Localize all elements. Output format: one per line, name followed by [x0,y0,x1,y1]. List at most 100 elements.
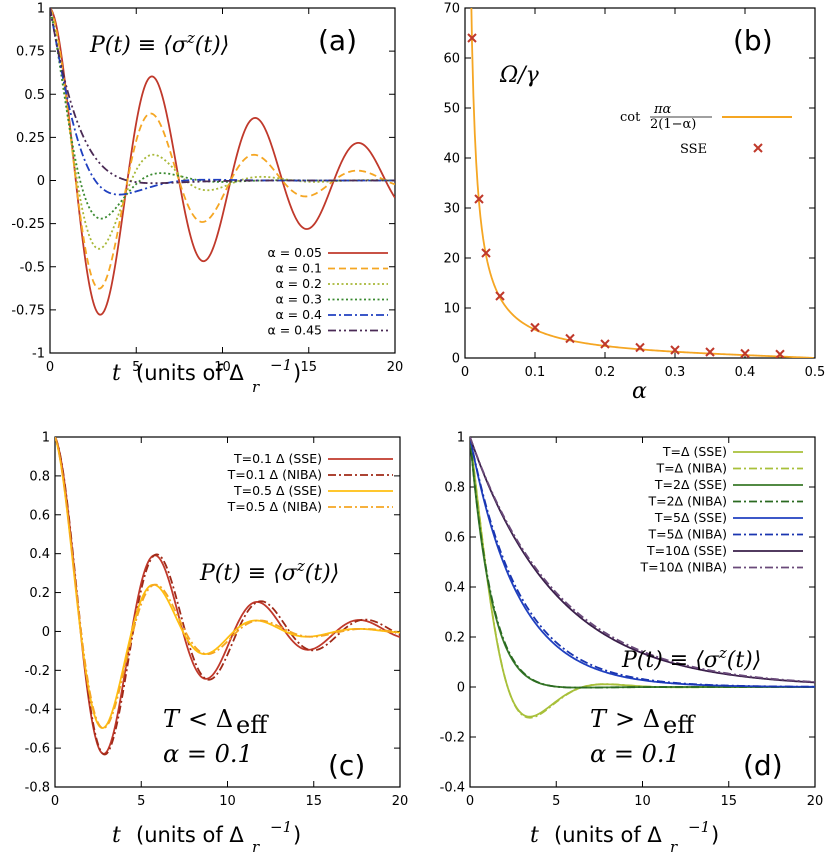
x-tick-label: 0 [461,365,469,380]
panel-b-label: (b) [733,24,773,57]
y-tick-label: 30 [443,202,460,217]
legend-entry: T=5Δ (NIBA) [647,527,803,542]
legend-entry-label: α = 0.1 [275,261,322,276]
panel-a-annotation: P(t) ≡ ⟨σz(t)⟩ [89,29,229,58]
legend-entry: T=Δ (SSE) [662,444,803,459]
panel-b-legend: cot πα 2(1−α) SSE [620,102,792,157]
legend-entry: T=0.5 Δ (NIBA) [227,499,393,514]
y-tick-label: 0.75 [16,45,45,60]
y-tick-label: 0.4 [29,547,50,562]
panel-d-label: (d) [743,749,783,782]
panel-c-xlabel: t (units of Δ −1 r ) [112,818,301,852]
panel-d-xlabel-units: (units of Δ [554,823,662,847]
sse-marker [635,342,645,353]
x-tick-label: 0.5 [805,365,826,380]
panel-a-xlabel-close: ) [293,361,301,385]
legend-entry-label: α = 0.45 [268,323,323,338]
panel-a-xlabel: t (units of Δ −1 r ) [112,356,301,396]
legend-entry: α = 0.05 [268,245,388,260]
panel-c-xlabel-t: t [112,823,121,848]
legend-entry-label: T=Δ (NIBA) [655,461,727,476]
sse-marker [740,348,750,358]
panel-b-legend-cot: cot πα 2(1−α) [620,102,792,132]
panel-a-xlabel-exp: −1 [270,356,292,374]
y-tick-label: -1 [32,347,45,362]
panel-a-xlabel-sub: r [252,378,260,396]
legend-entry-label: T=5Δ (SSE) [654,510,727,525]
legend-entry-label: α = 0.4 [275,307,322,322]
panel-c-T: T [163,705,181,733]
panel-a-curves [50,8,395,316]
x-tick-label: 0 [51,794,59,809]
y-tick-label: 0 [457,681,465,696]
y-tick-label: -0.6 [25,742,50,757]
legend-entry: α = 0.2 [275,276,388,291]
legend-entry: T=0.1 Δ (SSE) [233,451,393,466]
x-tick-label: 5 [132,360,140,375]
panel-d-pt-annotation: P(t) ≡ ⟨σz(t)⟩ [621,644,761,673]
panel-b-frame [464,7,816,359]
y-tick-label: 20 [443,252,460,267]
panel-d: 0 5 10 15 20 -0.4 -0.2 0 0.2 0.4 0.6 0.8 1 T=Δ (SSE)… [440,431,824,852]
legend-entry-label: T=0.1 Δ (NIBA) [227,467,322,482]
panel-d-xlabel: t (units of Δ −1 r ) [530,818,719,852]
x-tick-label: 0.2 [595,365,616,380]
legend-cot-text: cot [620,110,641,125]
y-tick-label: 0.6 [444,531,465,546]
panel-c-frame [54,436,401,788]
y-tick-label: 0 [42,625,50,640]
sse-marker [775,349,785,358]
sse-marker [530,322,540,333]
legend-entry: T=2Δ (SSE) [654,477,803,492]
legend-entry-label: T=Δ (SSE) [662,444,727,459]
y-tick-label: 70 [443,2,460,17]
panel-c-pt-annotation: P(t) ≡ ⟨σz(t)⟩ [199,557,339,586]
y-tick-label: 60 [443,52,460,67]
y-tick-label: 0 [37,174,45,189]
legend-entry-label: α = 0.3 [275,292,322,307]
y-tick-label: -0.4 [440,781,465,796]
legend-entry: T=0.5 Δ (SSE) [233,483,393,498]
panel-d-xlabel-t: t [530,823,539,848]
x-tick-label: 10 [214,360,231,375]
panel-c-label: (c) [328,749,365,782]
panel-b-omega-gamma: Ω/γ [499,63,540,88]
x-tick-label: 10 [219,794,236,809]
panel-d-xlabel-close: ) [711,823,719,847]
panel-d-alpha: α = 0.1 [590,740,680,768]
y-tick-label: 0.8 [29,469,50,484]
sse-marker [705,347,715,357]
x-tick-label: 5 [552,794,560,809]
y-tick-label: -0.2 [25,664,50,679]
legend-entry: T=Δ (NIBA) [655,461,803,476]
x-tick-label: 20 [807,794,824,809]
sse-marker [481,248,491,258]
panel-c-legend: T=0.1 Δ (SSE)T=0.1 Δ (NIBA)T=0.5 Δ (SSE)… [227,451,393,514]
x-tick-label: 20 [387,360,404,375]
panel-b-xlabel: α [632,379,647,404]
panel-d-curves [470,437,815,719]
x-tick-label: 0 [46,360,54,375]
sse-marker [495,291,505,301]
legend-entry: α = 0.1 [275,261,388,276]
x-tick-label: 15 [300,360,317,375]
series-line-4 [55,437,400,730]
legend-entry-label: T=0.5 Δ (SSE) [233,483,322,498]
panel-d-T: T [590,705,608,733]
panel-a-xlabel-units: (units of Δ [136,361,244,385]
y-tick-label: 0.2 [29,586,50,601]
x-tick-label: 5 [137,794,145,809]
y-tick-label: 10 [443,302,460,317]
series-line-2 [470,437,815,719]
sse-marker [670,345,680,355]
panel-c-xlabel-close: ) [293,823,301,847]
legend-entry-label: T=0.1 Δ (SSE) [233,451,322,466]
legend-entry: T=10Δ (NIBA) [640,560,803,575]
panel-c: 0 5 10 15 20 -0.8 -0.6 -0.4 -0.2 0 0.2 0.4 0.6 0.8 1 T… [25,431,409,852]
legend-entry: α = 0.3 [275,292,388,307]
legend-entry: T=5Δ (SSE) [654,510,803,525]
panel-d-eff: eff [663,711,696,739]
panel-a: 0 5 10 15 20 -1 -0.75 -0.5 -0.25 0 0.25 0.5 0.75 1 P(… [11,2,403,397]
legend-entry-label: α = 0.05 [268,245,323,260]
